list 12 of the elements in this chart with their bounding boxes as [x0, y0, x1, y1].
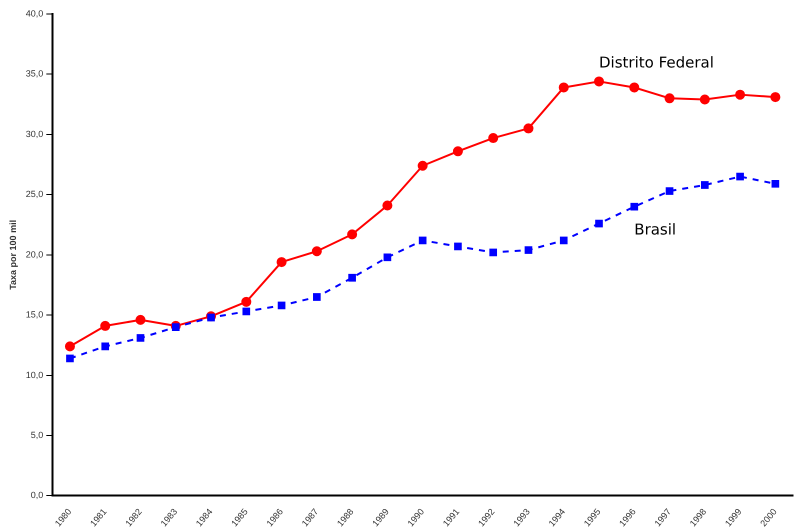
- y-tick-label: 40,0: [26, 8, 44, 18]
- y-tick-label: 20,0: [26, 249, 44, 260]
- y-tick-label: 10,0: [26, 370, 44, 380]
- y-tick-label: 25,0: [26, 189, 44, 200]
- y-tick-label: 15,0: [26, 310, 44, 320]
- series-label: Distrito Federal: [599, 53, 714, 72]
- y-tick-label: 5,0: [30, 430, 44, 440]
- y-tick-label: 30,0: [26, 128, 44, 139]
- y-tick-label: 35,0: [26, 68, 44, 79]
- series-label: Brasil: [634, 220, 676, 239]
- y-tick-label: 0,0: [30, 490, 44, 500]
- y-axis-title: Taxa por 100 mil: [8, 220, 18, 290]
